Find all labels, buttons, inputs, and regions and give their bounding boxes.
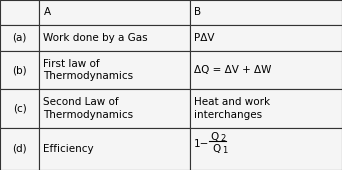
Text: (b): (b): [12, 65, 27, 75]
Text: B: B: [194, 7, 201, 17]
Text: Work done by a Gas: Work done by a Gas: [43, 33, 148, 43]
Bar: [0, 128, 39, 170]
Text: PΔV: PΔV: [194, 33, 214, 43]
Bar: [0, 25, 39, 51]
Bar: [0, 0, 39, 25]
Text: Second Law of
Thermodynamics: Second Law of Thermodynamics: [43, 97, 134, 120]
Text: Efficiency: Efficiency: [43, 144, 94, 154]
Text: A: A: [43, 7, 51, 17]
Bar: [39, 128, 190, 170]
Bar: [39, 25, 190, 51]
Bar: [0, 89, 39, 128]
Bar: [190, 51, 342, 89]
Text: (d): (d): [12, 144, 27, 154]
Bar: [0, 51, 39, 89]
Bar: [190, 0, 342, 25]
Text: First law of
Thermodynamics: First law of Thermodynamics: [43, 59, 134, 81]
Text: 1: 1: [222, 146, 227, 155]
Bar: [190, 89, 342, 128]
Text: (c): (c): [13, 103, 27, 113]
Text: Q: Q: [210, 132, 219, 142]
Bar: [190, 128, 342, 170]
Text: Q: Q: [212, 144, 220, 154]
Bar: [190, 25, 342, 51]
Bar: [39, 89, 190, 128]
Text: (a): (a): [12, 33, 27, 43]
Text: ΔQ = ΔV + ΔW: ΔQ = ΔV + ΔW: [194, 65, 271, 75]
Text: 2: 2: [220, 134, 225, 143]
Bar: [39, 0, 190, 25]
Text: 1−: 1−: [194, 139, 209, 149]
Bar: [39, 51, 190, 89]
Text: Heat and work
interchanges: Heat and work interchanges: [194, 97, 270, 120]
